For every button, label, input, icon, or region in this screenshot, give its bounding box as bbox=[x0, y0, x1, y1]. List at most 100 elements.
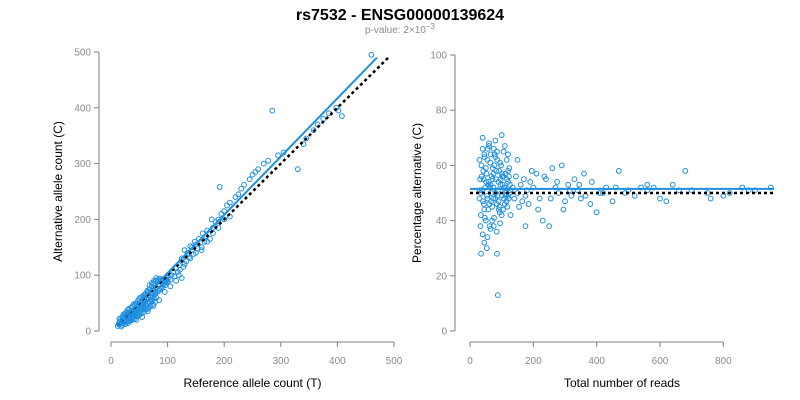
left-data-point bbox=[275, 152, 281, 159]
right-data-point bbox=[682, 168, 689, 174]
right-data-point bbox=[539, 217, 546, 224]
left-data-point bbox=[164, 277, 171, 284]
right-data-point bbox=[497, 176, 504, 183]
right-data-point bbox=[503, 156, 510, 163]
right-data-point bbox=[525, 201, 532, 207]
right-data-point bbox=[491, 162, 498, 169]
right-data-point bbox=[489, 203, 496, 210]
right-data-point bbox=[541, 173, 548, 180]
right-data-point bbox=[498, 162, 504, 169]
right-data-point bbox=[547, 195, 554, 202]
right-data-point bbox=[707, 195, 714, 202]
right-data-point bbox=[501, 143, 508, 149]
right-data-point bbox=[489, 176, 496, 183]
right-data-point bbox=[603, 184, 610, 191]
right-data-point bbox=[481, 206, 488, 213]
right-data-point bbox=[593, 209, 600, 216]
left-data-point bbox=[167, 283, 174, 290]
right-data-point bbox=[507, 212, 514, 218]
left-data-point bbox=[208, 216, 215, 223]
right-data-point bbox=[571, 176, 578, 183]
left-data-point bbox=[207, 236, 213, 242]
right-data-point bbox=[502, 187, 509, 194]
right-data-point bbox=[484, 234, 491, 241]
left-reference-line bbox=[115, 56, 390, 327]
left-data-point bbox=[153, 294, 160, 301]
right-data-point bbox=[494, 148, 500, 155]
right-data-point bbox=[482, 165, 489, 172]
left-x-tick-label: 0 bbox=[108, 356, 114, 367]
right-data-point bbox=[496, 203, 503, 210]
left-y-tick-label: 400 bbox=[74, 103, 91, 114]
right-data-point bbox=[492, 137, 499, 144]
right-data-point bbox=[644, 187, 651, 194]
right-data-point bbox=[530, 184, 537, 191]
right-data-point bbox=[479, 134, 486, 141]
left-data-point bbox=[187, 255, 194, 262]
right-data-point bbox=[498, 212, 505, 218]
right-data-point bbox=[516, 203, 522, 210]
left-data-point bbox=[157, 285, 164, 292]
right-data-point bbox=[504, 176, 510, 183]
right-data-point bbox=[484, 156, 491, 163]
right-data-point bbox=[587, 201, 594, 207]
right-data-point bbox=[566, 187, 573, 194]
right-data-point bbox=[568, 192, 575, 199]
right-data-point bbox=[520, 176, 527, 183]
right-x-tick-label: 400 bbox=[588, 356, 605, 367]
right-data-point bbox=[497, 220, 503, 227]
left-data-point bbox=[368, 51, 375, 58]
left-data-point bbox=[135, 311, 142, 318]
left-data-point bbox=[153, 275, 160, 281]
right-y-tick-label: 80 bbox=[436, 106, 448, 117]
right-data-point bbox=[514, 156, 521, 163]
right-data-point bbox=[499, 170, 505, 177]
right-data-point bbox=[483, 179, 490, 185]
left-fit-line bbox=[115, 56, 378, 327]
left-data-point bbox=[178, 275, 185, 281]
right-data-point bbox=[509, 184, 516, 191]
left-y-tick-label: 300 bbox=[74, 159, 91, 170]
right-y-tick-label: 0 bbox=[441, 327, 447, 338]
right-x-tick-label: 800 bbox=[715, 356, 732, 367]
right-data-point bbox=[688, 187, 695, 194]
right-data-point bbox=[486, 223, 493, 230]
left-data-point bbox=[241, 181, 247, 188]
right-data-point bbox=[492, 190, 499, 196]
left-data-point bbox=[216, 184, 223, 190]
right-data-point bbox=[546, 223, 553, 230]
left-data-point bbox=[249, 171, 256, 178]
right-data-point bbox=[505, 168, 511, 174]
right-data-point bbox=[589, 179, 595, 185]
right-data-point bbox=[615, 168, 622, 174]
right-y-tick-label: 20 bbox=[436, 271, 448, 282]
right-data-point bbox=[499, 181, 506, 188]
subtitle-exponent: −3 bbox=[426, 22, 436, 31]
right-data-point bbox=[644, 181, 651, 188]
right-data-point bbox=[504, 203, 511, 210]
right-data-point bbox=[483, 245, 490, 252]
right-data-point bbox=[485, 206, 492, 213]
left-x-tick-label: 400 bbox=[329, 356, 346, 367]
left-data-point bbox=[246, 176, 253, 183]
chart-title: rs7532 - ENSG00000139624 bbox=[296, 7, 504, 24]
right-x-tick-label: 600 bbox=[652, 356, 669, 367]
left-data-point bbox=[161, 289, 168, 295]
right-data-point bbox=[574, 187, 581, 194]
right-data-point bbox=[554, 179, 560, 185]
right-data-point bbox=[536, 195, 543, 202]
right-data-point bbox=[533, 170, 540, 177]
left-x-axis-label: Reference allele count (T) bbox=[183, 376, 321, 390]
left-data-point bbox=[193, 249, 199, 256]
right-data-point bbox=[486, 143, 492, 149]
left-data-point bbox=[130, 314, 137, 320]
right-data-point bbox=[522, 223, 529, 230]
right-data-point bbox=[669, 181, 676, 188]
right-data-point bbox=[506, 165, 513, 172]
right-data-point bbox=[577, 195, 584, 202]
left-scatter-panel: 0 100 200 300 400 500 0 100 200 300 400 500 Referenc… bbox=[51, 48, 403, 391]
right-data-point bbox=[565, 181, 572, 188]
right-data-point bbox=[477, 223, 484, 230]
left-data-point bbox=[238, 185, 245, 192]
left-data-point bbox=[294, 166, 301, 173]
